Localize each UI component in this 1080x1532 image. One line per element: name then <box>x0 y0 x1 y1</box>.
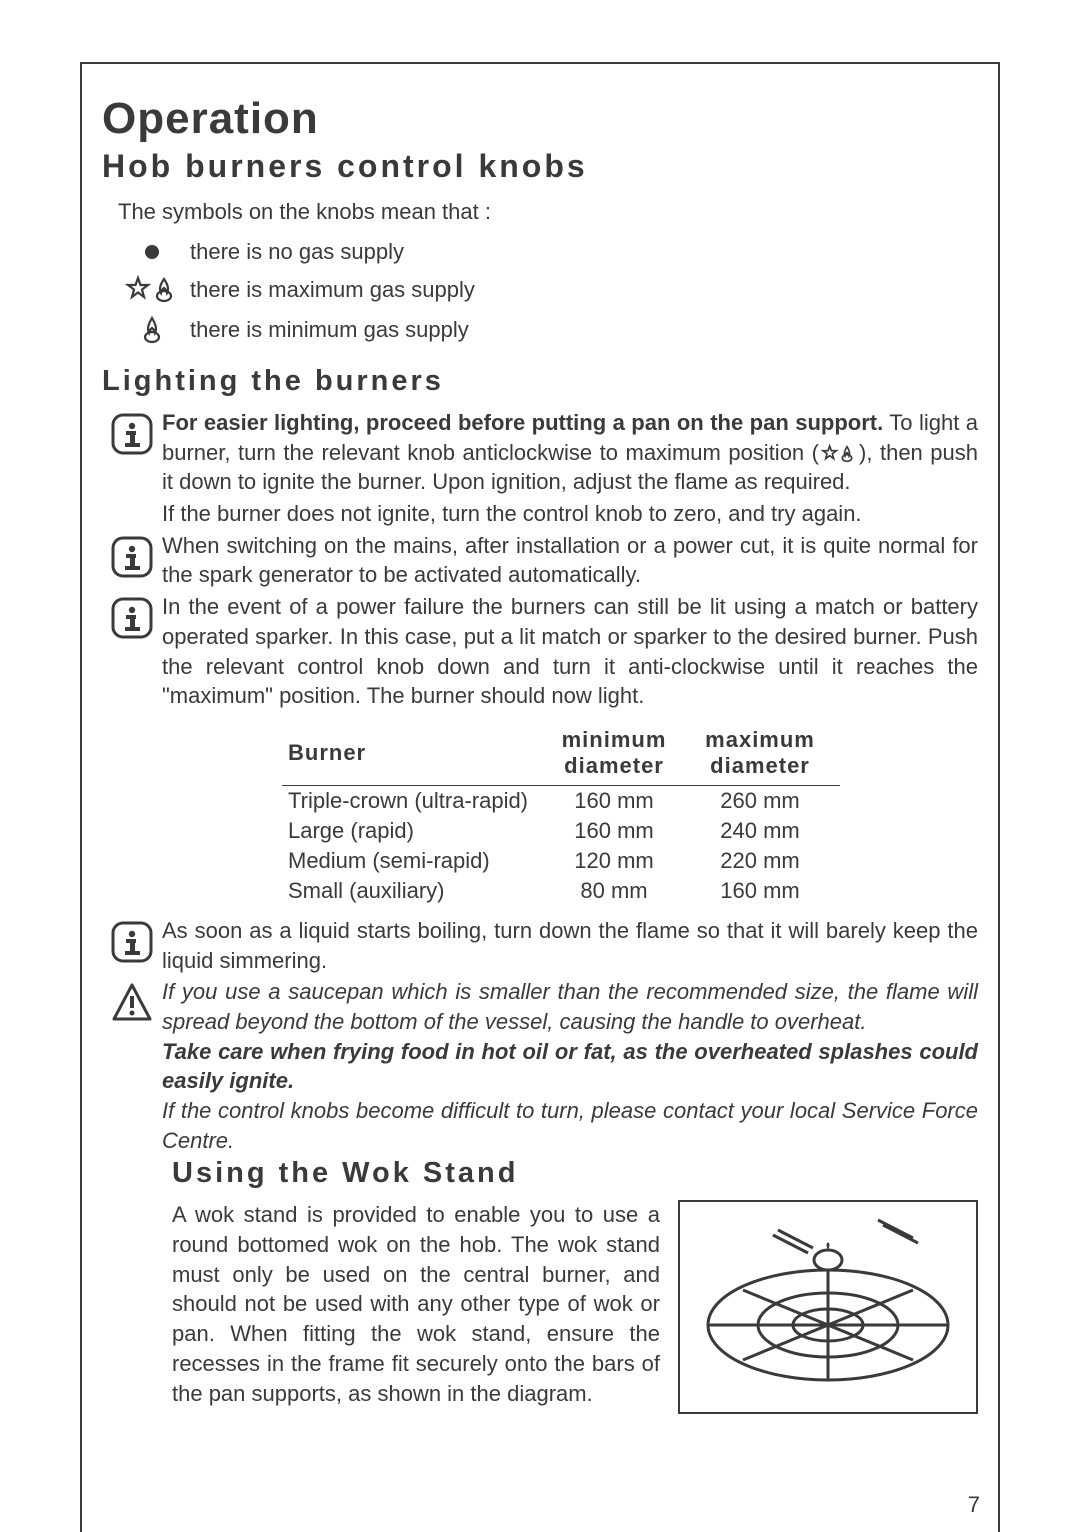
after-p3: Take care when frying food in hot oil or… <box>162 1039 978 1094</box>
info-icon <box>102 592 162 711</box>
inline-star-flame-icon <box>819 440 859 465</box>
symbol-list: there is no gas supply there is maximum … <box>122 239 978 345</box>
table-row: Small (auxiliary)80 mm160 mm <box>282 876 840 906</box>
lighting-p4: In the event of a power failure the burn… <box>162 592 978 711</box>
symbol-text: there is minimum gas supply <box>190 317 469 343</box>
symbol-text: there is maximum gas supply <box>190 277 475 303</box>
symbol-row: there is maximum gas supply <box>122 275 978 305</box>
symbol-text: there is no gas supply <box>190 239 404 265</box>
star-flame-icon <box>122 275 182 305</box>
wok-section: A wok stand is provided to enable you to… <box>102 1200 978 1414</box>
after-p4: If the control knobs become difficult to… <box>162 1098 978 1153</box>
after-p1: As soon as a liquid starts boiling, turn… <box>162 916 978 975</box>
lighting-p2: If the burner does not ignite, turn the … <box>162 499 978 529</box>
page-title: Operation <box>102 94 978 144</box>
after-p2: If you use a saucepan which is smaller t… <box>162 979 978 1034</box>
symbol-row: there is no gas supply <box>122 239 978 265</box>
table-header: maximum diameter <box>694 721 840 786</box>
table-header-row: Burner minimum diameter maximum diameter <box>282 721 840 786</box>
table-header: minimum diameter <box>548 721 694 786</box>
table-header: Burner <box>282 721 548 786</box>
info-icon <box>102 408 162 497</box>
symbol-row: there is minimum gas supply <box>122 315 978 345</box>
lighting-p1: For easier lighting, proceed before putt… <box>162 408 978 497</box>
info-icon <box>102 531 162 590</box>
flame-icon <box>122 315 182 345</box>
info-block: In the event of a power failure the burn… <box>102 592 978 711</box>
section-heading-knobs: Hob burners control knobs <box>102 148 978 185</box>
section-heading-wok: Using the Wok Stand <box>172 1157 978 1190</box>
wok-text: A wok stand is provided to enable you to… <box>172 1200 660 1414</box>
section-heading-lighting: Lighting the burners <box>102 365 978 398</box>
p1-bold: For easier lighting, proceed before putt… <box>162 410 883 435</box>
info-block: As soon as a liquid starts boiling, turn… <box>102 916 978 975</box>
wok-diagram <box>678 1200 978 1414</box>
warning-icon <box>102 977 162 1155</box>
table-row: Medium (semi-rapid)120 mm220 mm <box>282 846 840 876</box>
page-number: 7 <box>968 1492 980 1518</box>
warning-block: If you use a saucepan which is smaller t… <box>102 977 978 1155</box>
dot-icon <box>122 245 182 259</box>
knobs-intro: The symbols on the knobs mean that : <box>118 199 978 225</box>
info-icon <box>102 916 162 975</box>
table-row: Triple-crown (ultra-rapid)160 mm260 mm <box>282 785 840 816</box>
info-block: When switching on the mains, after insta… <box>102 531 978 590</box>
burner-table: Burner minimum diameter maximum diameter… <box>282 721 840 906</box>
lighting-p3: When switching on the mains, after insta… <box>162 531 978 590</box>
info-block: For easier lighting, proceed before putt… <box>102 408 978 497</box>
table-row: Large (rapid)160 mm240 mm <box>282 816 840 846</box>
